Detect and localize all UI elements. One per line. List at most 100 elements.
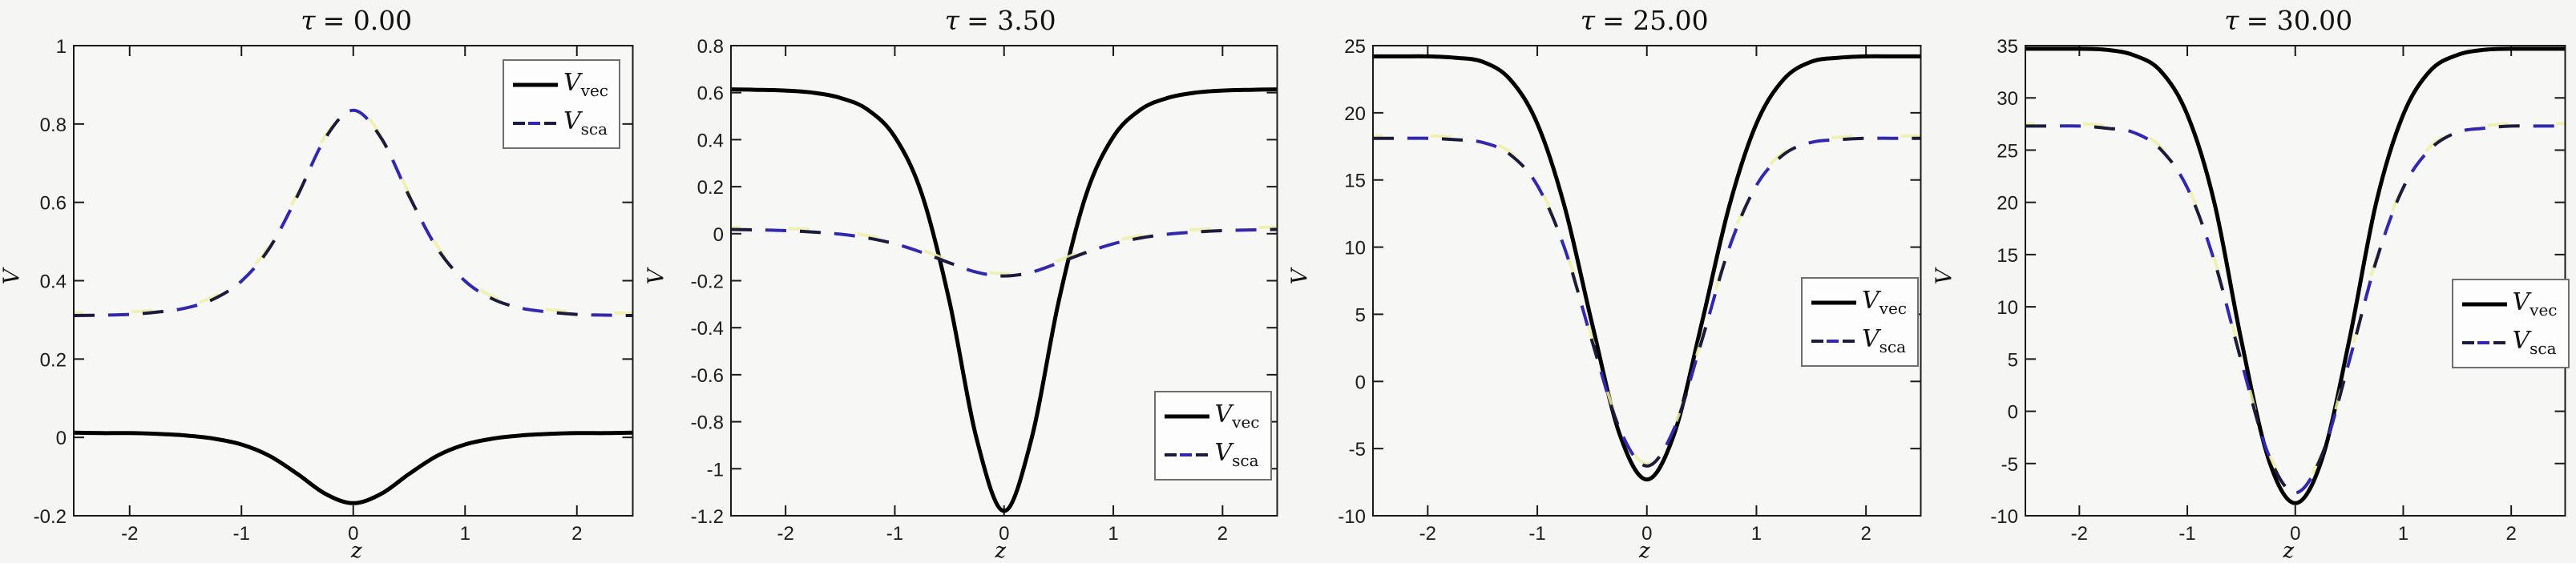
x-axis-label: z: [1638, 539, 1650, 563]
svg-text:15: 15: [1344, 171, 1366, 192]
svg-text:0: 0: [56, 428, 67, 449]
svg-text:-2: -2: [2070, 523, 2087, 545]
legend-label-vsca: Vsca: [2512, 326, 2557, 358]
legend-item-vvec: Vvec: [1803, 289, 1917, 316]
svg-text:-10: -10: [1338, 506, 1366, 528]
tau-symbol: τ: [1580, 5, 1596, 36]
svg-text:35: 35: [1997, 36, 2018, 58]
legend-item-vsca: Vsca: [1803, 324, 1917, 356]
svg-text:10: 10: [1344, 238, 1366, 259]
svg-text:-1: -1: [706, 459, 723, 481]
svg-text:15: 15: [1997, 245, 2018, 267]
solid-line-sample: [2461, 302, 2507, 307]
solid-line-sample: [513, 82, 558, 87]
panel-title: τ = 25.00: [1368, 5, 1921, 36]
svg-text:-0.8: -0.8: [690, 412, 723, 434]
solid-line-sample: [1811, 300, 1856, 305]
tau-value: = 30.00: [2246, 5, 2353, 36]
legend-label-vvec: Vvec: [563, 69, 609, 101]
svg-text:-0.4: -0.4: [690, 318, 723, 340]
dashed-line-sample: [1164, 452, 1209, 456]
legend-label-vsca: Vsca: [1862, 324, 1907, 356]
svg-text:0.2: 0.2: [40, 349, 67, 371]
svg-text:0: 0: [348, 523, 358, 545]
solid-line-sample: [1164, 414, 1209, 419]
svg-text:-0.2: -0.2: [690, 271, 723, 293]
svg-text:0.2: 0.2: [696, 177, 723, 199]
svg-text:0.6: 0.6: [40, 193, 67, 215]
svg-text:-1: -1: [886, 523, 902, 545]
legend: Vvec Vsca: [2451, 279, 2570, 368]
svg-text:-2: -2: [777, 523, 793, 545]
svg-text:0.8: 0.8: [40, 115, 67, 136]
tau-symbol: τ: [2224, 5, 2239, 36]
svg-text:-1: -1: [1528, 523, 1545, 545]
svg-text:0.8: 0.8: [696, 36, 723, 58]
svg-text:25: 25: [1344, 36, 1366, 58]
dashed-line-sample: [1811, 339, 1856, 343]
legend-item-vsca: Vsca: [504, 107, 619, 139]
dashed-line-sample: [2461, 340, 2507, 344]
svg-text:10: 10: [1997, 297, 2018, 319]
svg-text:0: 0: [1641, 523, 1652, 545]
legend-item-vsca: Vsca: [2453, 326, 2568, 358]
legend-item-vsca: Vsca: [1156, 438, 1270, 470]
tau-symbol: τ: [301, 5, 316, 36]
svg-text:20: 20: [1997, 193, 2018, 215]
plot-panel-tau-0: τ = 0.00 V -2 -1 0 1 2 1 0.8 0.6 0.4 0.2 0 -0.2 z Vv…: [0, 0, 644, 563]
legend-label-vvec: Vvec: [1862, 287, 1908, 319]
tau-symbol: τ: [944, 5, 960, 36]
x-axis-label: z: [350, 539, 362, 563]
svg-text:0: 0: [2290, 523, 2300, 545]
svg-text:0: 0: [713, 224, 723, 246]
svg-text:-1: -1: [233, 523, 250, 545]
svg-text:2: 2: [571, 523, 582, 545]
legend-item-vvec: Vvec: [2453, 291, 2568, 318]
svg-text:-0.2: -0.2: [34, 506, 67, 528]
plot-canvas: -2 -1 0 1 2 0.8 0.6 0.4 0.2 0 -0.2 -0.4 -0.6 -0.8 -1 -1…: [690, 36, 1278, 545]
svg-text:1: 1: [1108, 523, 1118, 545]
svg-text:1: 1: [460, 523, 470, 545]
svg-text:1: 1: [2397, 523, 2408, 545]
x-axis-label: z: [995, 539, 1007, 563]
dashed-line-sample: [513, 121, 558, 125]
svg-text:1: 1: [1751, 523, 1762, 545]
legend-label-vsca: Vsca: [1214, 438, 1259, 470]
svg-text:2: 2: [1860, 523, 1871, 545]
svg-text:5: 5: [1355, 304, 1366, 326]
svg-text:2: 2: [2505, 523, 2516, 545]
panel-title: τ = 0.00: [80, 5, 633, 36]
svg-text:25: 25: [1997, 140, 2018, 162]
svg-text:-10: -10: [1990, 506, 2018, 528]
svg-text:-1: -1: [2178, 523, 2195, 545]
tau-value: = 3.50: [967, 5, 1056, 36]
svg-text:0: 0: [1355, 372, 1366, 393]
plot-panel-tau-25: τ = 25.00 V -2 -1 0 1 2 25 20 15 10 5 0 -5 -10 z Vvec…: [1287, 0, 1932, 563]
svg-text:-5: -5: [1349, 439, 1366, 460]
legend-label-vvec: Vvec: [2512, 288, 2558, 320]
tau-value: = 0.00: [322, 5, 413, 36]
svg-text:0.4: 0.4: [696, 130, 723, 151]
svg-text:2: 2: [1217, 523, 1227, 545]
panel-title: τ = 3.50: [725, 5, 1278, 36]
panel-title: τ = 30.00: [2013, 5, 2566, 36]
svg-text:1: 1: [56, 36, 67, 58]
plot-panel-tau-30: τ = 30.00 V -2 -1 0 1 2 35 30 25 20 15 10 5 0 -5 -10 z …: [1932, 0, 2576, 563]
svg-text:-0.6: -0.6: [690, 365, 723, 387]
x-axis-label: z: [2283, 539, 2295, 563]
svg-text:20: 20: [1344, 103, 1366, 125]
svg-text:5: 5: [2007, 349, 2017, 371]
legend: Vvec Vsca: [1801, 277, 1919, 367]
svg-text:0.6: 0.6: [696, 83, 723, 105]
legend-label-vsca: Vsca: [563, 107, 608, 139]
legend: Vvec Vsca: [1153, 391, 1272, 481]
svg-text:-1.2: -1.2: [690, 506, 723, 528]
legend: Vvec Vsca: [503, 59, 620, 149]
svg-text:-2: -2: [121, 523, 138, 545]
legend-item-vvec: Vvec: [1156, 403, 1270, 430]
svg-text:0: 0: [2007, 402, 2017, 424]
plot-panel-tau-3-50: τ = 3.50 V -2 -1 0 1 2 0.8 0.6 0.4 0.2 0 -0.2 -0.4 -0…: [644, 0, 1289, 563]
legend-item-vvec: Vvec: [504, 71, 619, 99]
svg-text:0.4: 0.4: [40, 271, 67, 293]
